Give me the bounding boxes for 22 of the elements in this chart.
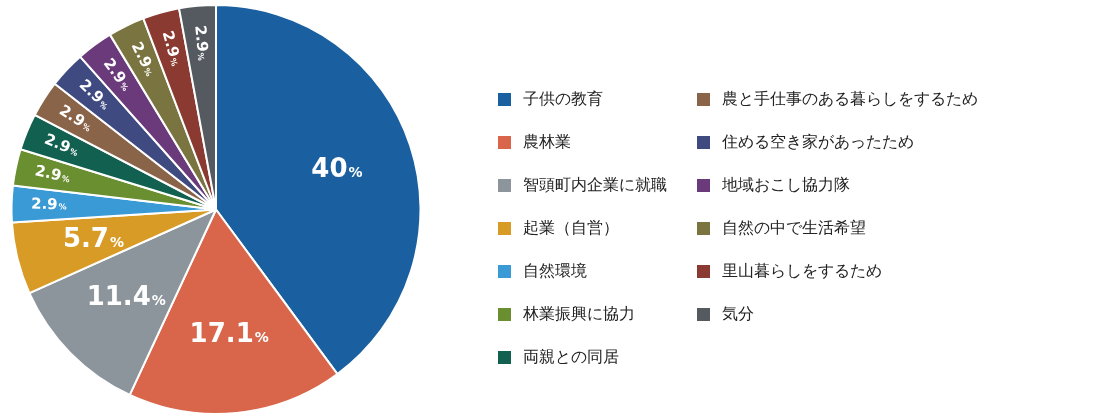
data-label: 11.4% [86, 281, 166, 312]
legend-label: 子供の教育 [523, 89, 603, 110]
data-label: 2.9% [127, 38, 156, 78]
data-label: 2.9% [191, 24, 212, 62]
legend-label: 起業（自営） [523, 218, 619, 239]
legend-label: 里山暮らしをするため [722, 261, 882, 282]
legend-label: 林業振興に協力 [523, 304, 635, 325]
data-label: 5.7% [62, 222, 124, 253]
legend-label: 農と手仕事のある暮らしをするため [722, 89, 978, 110]
legend-label: 両親との同居 [523, 347, 619, 368]
legend-label: 農林業 [523, 132, 571, 153]
legend-label: 気分 [722, 304, 754, 325]
data-label: 2.9% [33, 161, 71, 185]
legend-label: 智頭町内企業に就職 [523, 175, 667, 196]
data-label: 2.9% [30, 194, 67, 214]
data-label: 2.9% [158, 28, 184, 68]
legend-label: 自然の中で生活希望 [722, 218, 866, 239]
legend-label: 自然環境 [523, 261, 587, 282]
data-label: 17.1% [189, 318, 269, 349]
data-label: 40% [311, 152, 363, 183]
legend-label: 住める空き家があったため [722, 132, 914, 153]
legend-label: 地域おこし協力隊 [722, 175, 850, 196]
